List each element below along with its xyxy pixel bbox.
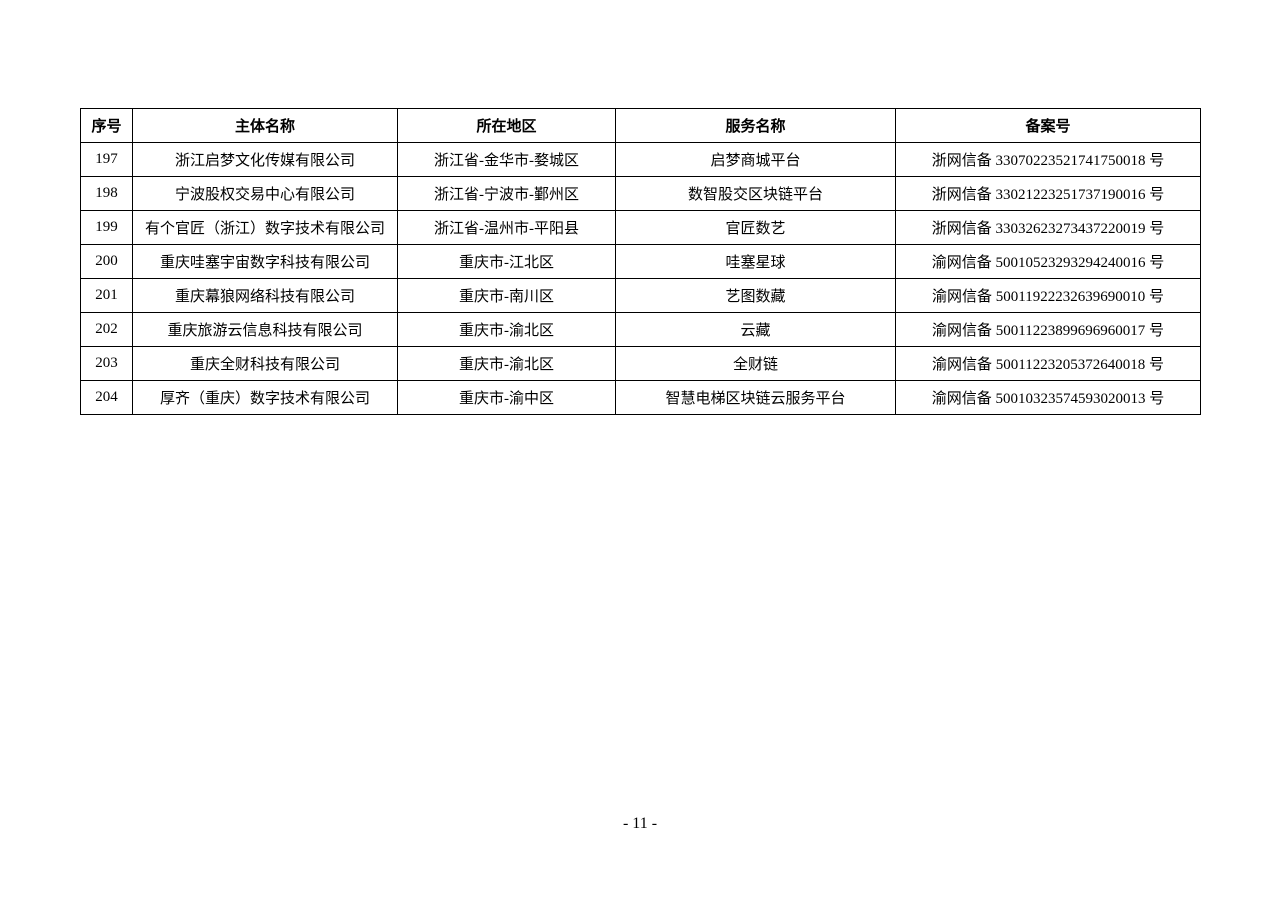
cell-record: 浙网信备 33021223251737190016 号 (896, 177, 1201, 211)
cell-record: 浙网信备 33070223521741750018 号 (896, 143, 1201, 177)
cell-record: 渝网信备 50010323574593020013 号 (896, 381, 1201, 415)
page-number: - 11 - (0, 815, 1280, 833)
cell-region: 浙江省-金华市-婺城区 (398, 143, 616, 177)
cell-region: 浙江省-温州市-平阳县 (398, 211, 616, 245)
header-region: 所在地区 (398, 109, 616, 143)
header-seq: 序号 (81, 109, 133, 143)
table-row: 203 重庆全财科技有限公司 重庆市-渝北区 全财链 渝网信备 50011223… (81, 347, 1201, 381)
cell-region: 重庆市-渝北区 (398, 313, 616, 347)
cell-name: 重庆哇塞宇宙数字科技有限公司 (133, 245, 398, 279)
page-container: 序号 主体名称 所在地区 服务名称 备案号 197 浙江启梦文化传媒有限公司 浙… (0, 0, 1280, 905)
cell-service: 智慧电梯区块链云服务平台 (616, 381, 896, 415)
cell-seq: 198 (81, 177, 133, 211)
cell-service: 哇塞星球 (616, 245, 896, 279)
table-row: 204 厚齐（重庆）数字技术有限公司 重庆市-渝中区 智慧电梯区块链云服务平台 … (81, 381, 1201, 415)
table-row: 199 有个官匠（浙江）数字技术有限公司 浙江省-温州市-平阳县 官匠数艺 浙网… (81, 211, 1201, 245)
cell-name: 有个官匠（浙江）数字技术有限公司 (133, 211, 398, 245)
cell-record: 渝网信备 50010523293294240016 号 (896, 245, 1201, 279)
table-row: 197 浙江启梦文化传媒有限公司 浙江省-金华市-婺城区 启梦商城平台 浙网信备… (81, 143, 1201, 177)
cell-seq: 201 (81, 279, 133, 313)
cell-record: 渝网信备 50011223899696960017 号 (896, 313, 1201, 347)
cell-service: 全财链 (616, 347, 896, 381)
cell-name: 厚齐（重庆）数字技术有限公司 (133, 381, 398, 415)
cell-seq: 202 (81, 313, 133, 347)
cell-service: 数智股交区块链平台 (616, 177, 896, 211)
cell-seq: 200 (81, 245, 133, 279)
cell-region: 浙江省-宁波市-鄞州区 (398, 177, 616, 211)
cell-record: 渝网信备 50011922232639690010 号 (896, 279, 1201, 313)
cell-name: 浙江启梦文化传媒有限公司 (133, 143, 398, 177)
cell-region: 重庆市-南川区 (398, 279, 616, 313)
cell-seq: 199 (81, 211, 133, 245)
cell-record: 渝网信备 50011223205372640018 号 (896, 347, 1201, 381)
cell-name: 重庆旅游云信息科技有限公司 (133, 313, 398, 347)
cell-service: 官匠数艺 (616, 211, 896, 245)
cell-name: 宁波股权交易中心有限公司 (133, 177, 398, 211)
table-row: 200 重庆哇塞宇宙数字科技有限公司 重庆市-江北区 哇塞星球 渝网信备 500… (81, 245, 1201, 279)
cell-name: 重庆全财科技有限公司 (133, 347, 398, 381)
cell-service: 艺图数藏 (616, 279, 896, 313)
cell-region: 重庆市-渝北区 (398, 347, 616, 381)
cell-seq: 197 (81, 143, 133, 177)
cell-service: 云藏 (616, 313, 896, 347)
header-service: 服务名称 (616, 109, 896, 143)
header-record: 备案号 (896, 109, 1201, 143)
cell-service: 启梦商城平台 (616, 143, 896, 177)
cell-seq: 203 (81, 347, 133, 381)
table-header-row: 序号 主体名称 所在地区 服务名称 备案号 (81, 109, 1201, 143)
cell-record: 浙网信备 33032623273437220019 号 (896, 211, 1201, 245)
table-row: 201 重庆幕狼网络科技有限公司 重庆市-南川区 艺图数藏 渝网信备 50011… (81, 279, 1201, 313)
data-table: 序号 主体名称 所在地区 服务名称 备案号 197 浙江启梦文化传媒有限公司 浙… (80, 108, 1201, 415)
table-row: 198 宁波股权交易中心有限公司 浙江省-宁波市-鄞州区 数智股交区块链平台 浙… (81, 177, 1201, 211)
cell-region: 重庆市-江北区 (398, 245, 616, 279)
header-name: 主体名称 (133, 109, 398, 143)
table-row: 202 重庆旅游云信息科技有限公司 重庆市-渝北区 云藏 渝网信备 500112… (81, 313, 1201, 347)
cell-name: 重庆幕狼网络科技有限公司 (133, 279, 398, 313)
table-body: 197 浙江启梦文化传媒有限公司 浙江省-金华市-婺城区 启梦商城平台 浙网信备… (81, 143, 1201, 415)
cell-seq: 204 (81, 381, 133, 415)
cell-region: 重庆市-渝中区 (398, 381, 616, 415)
